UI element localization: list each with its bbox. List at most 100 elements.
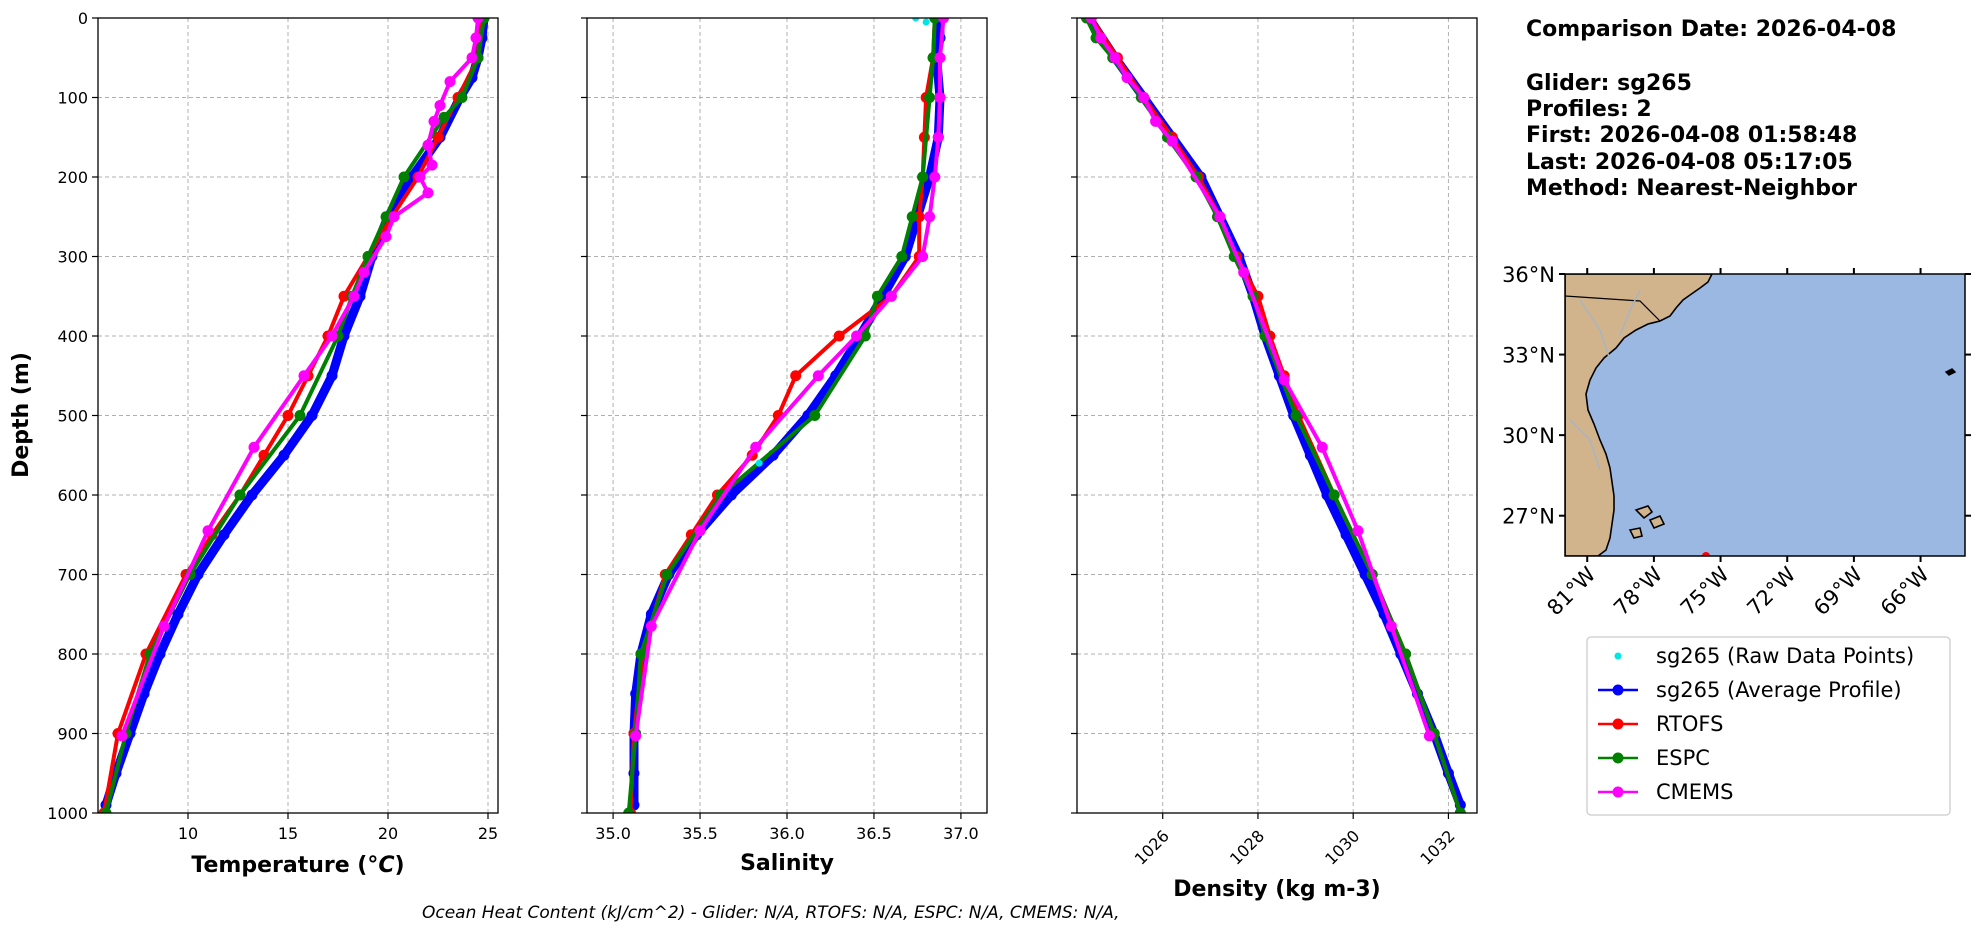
salinity-cmems-marker (750, 441, 762, 453)
density-cmems-marker (1238, 266, 1250, 278)
temperature-xtick-label: 20 (378, 824, 398, 843)
info-panel: Comparison Date: 2026-04-08 Glider: sg26… (1526, 17, 1896, 201)
salinity-ticks: 35.0 35.5 36.0 36.5 37.0 (581, 17, 979, 843)
salinity-xtick-label: 35.5 (682, 824, 718, 843)
temperature-sg265-average-profile-marker (172, 608, 184, 620)
salinity-cmems-marker (812, 370, 824, 382)
density-cmems-marker (1150, 115, 1162, 127)
temperature-rtofs-marker (282, 410, 294, 421)
salinity-panel: 35.0 35.5 36.0 36.5 37.0 Salinity (581, 17, 988, 876)
salinity-espc-marker (661, 569, 673, 580)
density-cmems-marker (1214, 211, 1226, 223)
density-cmems-marker (1352, 525, 1364, 537)
map-lat-label: 27°N (1502, 505, 1555, 529)
last-time: Last: 2026-04-08 05:17:05 (1526, 150, 1853, 175)
depth-ytick-label: 0 (78, 9, 88, 28)
depth-ytick-label: 500 (57, 407, 88, 426)
map-lat-label: 36°N (1502, 263, 1555, 287)
temperature-rtofs-marker (432, 131, 444, 143)
legend-label-espc: ESPC (1656, 746, 1710, 770)
legend-swatch-sg265-raw-data-points (1614, 652, 1622, 660)
salinity-cmems-marker (851, 330, 863, 342)
map-lon-label: 81°W (1542, 562, 1600, 620)
temperature-rtofs-marker (338, 290, 350, 302)
map-lon-label: 69°W (1809, 562, 1867, 620)
density-cmems-marker (1316, 441, 1328, 453)
map-lat-label: 33°N (1502, 344, 1555, 368)
temperature-xtick-label: 10 (178, 824, 198, 843)
salinity-xtick-label: 35.0 (595, 824, 631, 843)
density-xtick-label: 1028 (1226, 826, 1268, 868)
density-cmems-marker (1121, 72, 1133, 84)
temperature-cmems-marker (388, 211, 400, 223)
temperature-cmems-marker (358, 266, 370, 278)
map-frame (1564, 273, 1966, 557)
temperature-cmems-marker (326, 330, 338, 342)
density-cmems-marker (1423, 730, 1435, 742)
legend-label-rtofs: RTOFS (1656, 712, 1723, 736)
salinity-xtick-label: 36.5 (856, 824, 892, 843)
legend-marker-sg265-average-profile (1612, 684, 1624, 696)
temperature-cmems-marker (466, 52, 478, 64)
legend-label-sg265-raw-data-points: sg265 (Raw Data Points) (1656, 644, 1914, 668)
map-lon-label: 66°W (1876, 562, 1934, 620)
temperature-espc-marker (234, 489, 246, 501)
method: Method: Nearest-Neighbor (1526, 176, 1857, 201)
density-xlabel: Density (kg m-3) (1173, 877, 1381, 902)
salinity-espc-marker (929, 18, 941, 24)
salinity-espc-marker (896, 251, 908, 262)
density-cmems-marker (1095, 32, 1107, 44)
temperature-panel: 10 15 20 25 0 100 200 300 400 500 600 700 800 900 1000… (9, 9, 499, 878)
salinity-rtofs-marker (833, 330, 845, 342)
legend-items: sg265 (Raw Data Points) sg265 (Average Pr… (1598, 644, 1914, 804)
map-state-border (1565, 295, 1661, 322)
map-river (1579, 299, 1611, 361)
temperature-espc-marker (438, 111, 450, 123)
density-espc-marker (1290, 410, 1302, 421)
salinity-espc-marker (906, 211, 918, 223)
salinity-cmems-line (633, 18, 946, 738)
temperature-sg265-average-profile-marker (218, 529, 230, 541)
salinity-cmems-marker (934, 92, 946, 103)
temperature-sg265-average-profile-marker (278, 449, 290, 461)
temperature-cmems-marker (472, 18, 484, 24)
temperature-xtick-label: 15 (278, 824, 298, 843)
salinity-cmems-marker (932, 131, 944, 143)
salinity-xlabel: Salinity (740, 851, 834, 876)
legend-frame (1586, 636, 1951, 816)
depth-ytick-label: 300 (57, 248, 88, 267)
depth-ytick-label: 100 (57, 89, 88, 108)
temperature-cmems-marker (470, 32, 482, 44)
temperature-xtick-label: 25 (478, 824, 498, 843)
salinity-espc-marker (924, 92, 936, 103)
temperature-xlabel: Temperature (°C) (191, 853, 404, 878)
salinity-cmems-marker (694, 525, 706, 537)
salinity-xtick-label: 36.0 (769, 824, 805, 843)
salinity-cmems-marker (630, 730, 642, 742)
map-lon-label: 78°W (1609, 562, 1667, 620)
depth-ytick-label: 600 (57, 486, 88, 505)
salinity-cmems-marker (934, 52, 946, 64)
temperature-series (98, 18, 490, 813)
glider-location-marker (1702, 552, 1710, 556)
depth-ylabel: Depth (m) (9, 352, 34, 478)
salinity-espc-marker (635, 648, 647, 660)
density-cmems-marker (1278, 374, 1290, 386)
salinity-espc-marker (871, 290, 883, 302)
temperature-ticks: 10 15 20 25 0 100 200 300 400 500 600 700 800 900 1000 (47, 9, 498, 843)
density-cmems-marker (1138, 92, 1150, 103)
salinity-sg265-raw-data-points-point (922, 18, 930, 26)
temperature-cmems-marker (422, 139, 434, 151)
temperature-cmems-marker (298, 370, 310, 382)
salinity-rtofs-marker (790, 370, 802, 382)
temperature-cmems-marker (158, 620, 170, 632)
density-cmems-marker (1385, 620, 1397, 632)
legend-marker-rtofs (1612, 718, 1624, 730)
temperature-cmems-marker (348, 290, 360, 302)
salinity-cmems-marker (929, 171, 941, 183)
glider-name: Glider: sg265 (1526, 71, 1692, 96)
temperature-sg265-average-profile-marker (154, 648, 166, 660)
map-lon-label: 72°W (1742, 562, 1800, 620)
temperature-espc-marker (100, 807, 112, 813)
